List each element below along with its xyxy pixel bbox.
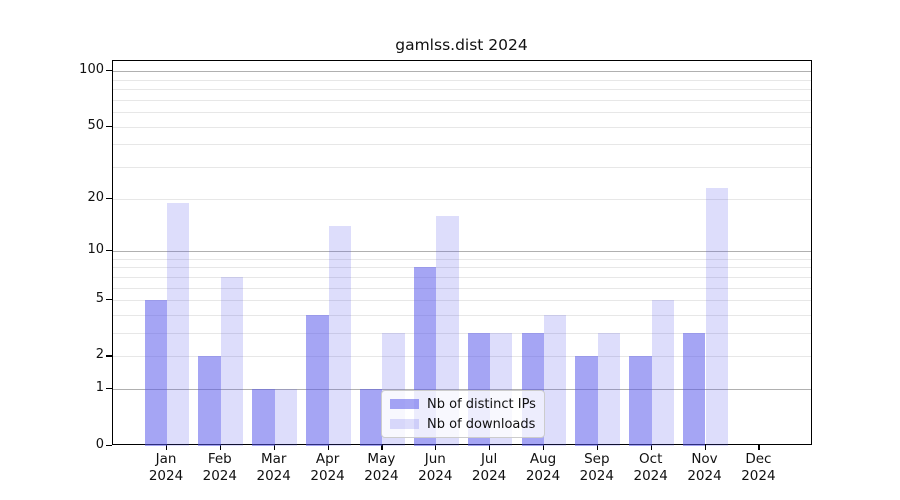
bar-distinct-ips-nov-2024 — [683, 333, 706, 446]
y-tick-mark-0 — [106, 444, 112, 446]
x-tick-mark-may-2024 — [381, 445, 383, 450]
x-tick-label-jan-2024: Jan 2024 — [148, 451, 184, 484]
bar-downloads-nov-2024 — [705, 187, 728, 446]
bar-distinct-ips-feb-2024 — [198, 356, 221, 446]
bar-distinct-ips-apr-2024 — [306, 315, 329, 446]
legend-label-downloads: Nb of downloads — [427, 416, 536, 432]
x-tick-mark-dec-2024 — [758, 445, 760, 450]
gridline-y-6 — [113, 287, 811, 289]
bar-downloads-sep-2024 — [597, 333, 621, 446]
y-tick-mark-5 — [106, 299, 112, 301]
gridline-y-9 — [113, 258, 811, 260]
bar-downloads-feb-2024 — [220, 276, 244, 446]
x-tick-mark-mar-2024 — [273, 445, 275, 450]
x-tick-label-dec-2024: Dec 2024 — [741, 451, 776, 484]
x-tick-mark-nov-2024 — [704, 445, 706, 450]
gridline-y-60 — [113, 112, 811, 114]
bar-downloads-aug-2024 — [543, 315, 567, 446]
x-tick-label-oct-2024: Oct 2024 — [633, 451, 668, 484]
y-tick-label-1: 1 — [95, 380, 104, 396]
x-tick-label-mar-2024: Mar 2024 — [256, 451, 291, 484]
gridline-y-3 — [113, 333, 811, 335]
legend-item-downloads: Nb of downloads — [390, 417, 536, 432]
y-tick-mark-50 — [106, 125, 112, 127]
bar-downloads-apr-2024 — [328, 225, 351, 446]
chart-title: gamlss.dist 2024 — [395, 36, 528, 54]
bar-downloads-mar-2024 — [274, 389, 298, 446]
bar-downloads-oct-2024 — [651, 300, 675, 446]
x-tick-mark-jul-2024 — [489, 445, 491, 450]
x-tick-label-may-2024: May 2024 — [364, 451, 399, 484]
bar-downloads-jun-2024 — [436, 215, 459, 446]
chart-legend: Nb of distinct IPs Nb of downloads — [381, 390, 545, 438]
x-tick-label-feb-2024: Feb 2024 — [202, 451, 237, 484]
y-tick-label-20: 20 — [87, 189, 104, 205]
x-tick-mark-aug-2024 — [543, 445, 545, 450]
gridline-y-100 — [113, 71, 811, 73]
y-tick-label-2: 2 — [95, 347, 104, 363]
plot-area — [112, 60, 812, 446]
bar-distinct-ips-may-2024 — [360, 389, 383, 446]
bar-distinct-ips-mar-2024 — [252, 389, 275, 446]
x-tick-label-nov-2024: Nov 2024 — [687, 451, 722, 484]
y-tick-label-0: 0 — [95, 436, 104, 452]
gridline-y-5 — [113, 300, 811, 302]
x-tick-mark-jun-2024 — [435, 445, 437, 450]
y-tick-label-100: 100 — [79, 62, 104, 78]
y-tick-mark-10 — [106, 250, 112, 252]
x-tick-label-jul-2024: Jul 2024 — [471, 451, 507, 484]
y-tick-mark-20 — [106, 197, 112, 199]
gridline-y-50 — [113, 126, 811, 128]
x-tick-label-jun-2024: Jun 2024 — [418, 451, 453, 484]
x-tick-label-sep-2024: Sep 2024 — [579, 451, 614, 484]
legend-item-distinct-ips: Nb of distinct IPs — [390, 397, 536, 412]
gridline-y-2 — [113, 356, 811, 358]
gridline-y-90 — [113, 79, 811, 81]
gridline-y-20 — [113, 198, 811, 200]
legend-label-distinct-ips: Nb of distinct IPs — [427, 396, 536, 412]
gridline-y-1 — [113, 389, 811, 391]
bar-distinct-ips-jan-2024 — [144, 300, 167, 446]
y-tick-mark-100 — [106, 70, 112, 72]
legend-swatch-distinct-ips — [390, 399, 419, 409]
bar-downloads-jan-2024 — [167, 202, 190, 446]
x-tick-mark-sep-2024 — [596, 445, 598, 450]
gridline-y-8 — [113, 267, 811, 269]
x-tick-mark-feb-2024 — [219, 445, 221, 450]
x-tick-mark-jan-2024 — [166, 445, 168, 450]
y-tick-label-10: 10 — [87, 242, 104, 258]
x-tick-mark-oct-2024 — [650, 445, 652, 450]
y-tick-label-5: 5 — [95, 291, 104, 307]
gridline-y-30 — [113, 167, 811, 168]
y-tick-mark-1 — [106, 388, 112, 390]
gridline-y-40 — [113, 144, 811, 146]
x-tick-label-apr-2024: Apr 2024 — [310, 451, 345, 484]
gridline-y-7 — [113, 276, 811, 278]
y-tick-label-50: 50 — [87, 117, 104, 133]
bar-distinct-ips-oct-2024 — [629, 356, 652, 446]
bar-distinct-ips-sep-2024 — [575, 356, 598, 446]
gridline-y-10 — [113, 251, 811, 253]
x-tick-label-aug-2024: Aug 2024 — [525, 451, 561, 484]
gridline-y-80 — [113, 89, 811, 91]
x-tick-mark-apr-2024 — [327, 445, 329, 450]
gridline-y-70 — [113, 99, 811, 101]
legend-swatch-downloads — [390, 419, 419, 429]
y-tick-mark-2 — [106, 355, 112, 357]
gridline-y-4 — [113, 315, 811, 316]
